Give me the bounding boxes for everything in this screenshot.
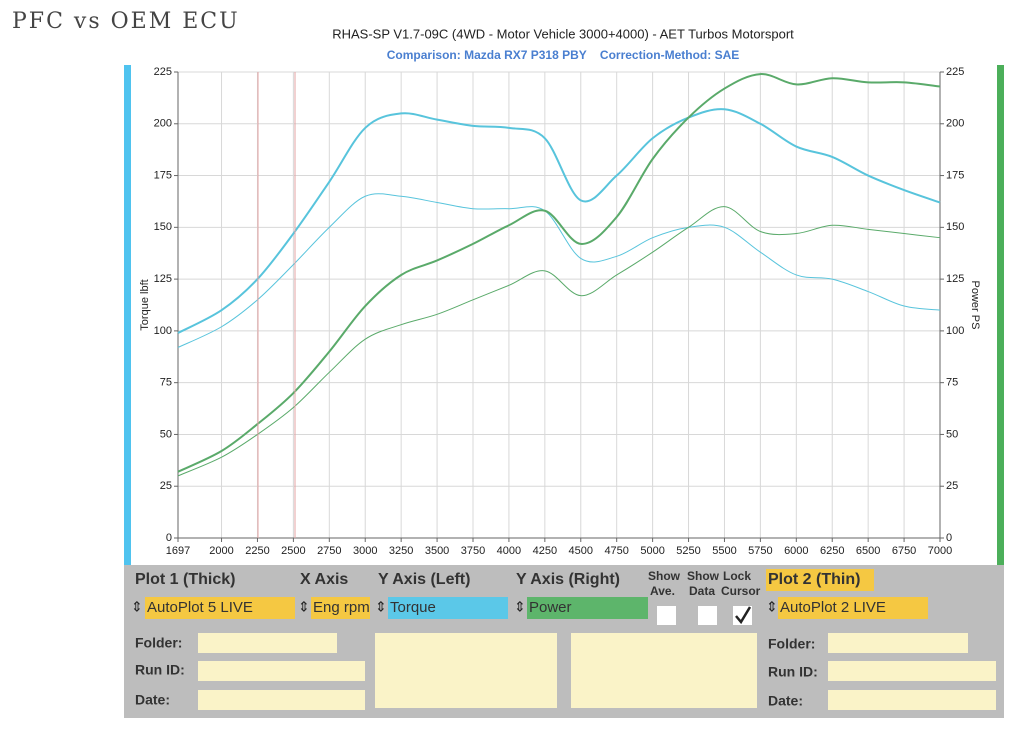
y-left-select-text[interactable]: Torque	[390, 599, 436, 616]
plot2-select-text[interactable]: AutoPlot 2 LIVE	[780, 599, 886, 616]
show-data-label: Data	[689, 584, 715, 598]
x-tick-label: 6500	[856, 545, 880, 557]
y-axis-label: Torque lbft	[139, 279, 151, 330]
x-tick-label: 6250	[820, 545, 844, 557]
x-axis-select[interactable]	[311, 597, 370, 619]
x-tick-label: 3250	[389, 545, 413, 557]
y-left-select[interactable]	[388, 597, 508, 619]
spin-arrows[interactable]: ⇕	[131, 599, 143, 615]
x-tick-label: 6750	[892, 545, 916, 557]
series-line	[177, 206, 941, 477]
y-tick-label: 225	[154, 66, 172, 78]
y2-tick-label: 175	[946, 169, 964, 181]
y-tick-label: 100	[154, 325, 172, 337]
spin-arrows[interactable]: ⇕	[766, 599, 778, 615]
x-tick-label: 4000	[497, 545, 521, 557]
x-tick-label: 4750	[604, 545, 628, 557]
plot2-select[interactable]	[778, 597, 928, 619]
y-tick-label: 150	[154, 221, 172, 233]
x-tick-label: 4500	[569, 545, 593, 557]
y-tick-label: 50	[160, 428, 172, 440]
y-right-select[interactable]	[527, 597, 648, 619]
right-axis-bar	[997, 65, 1004, 565]
y-right-select-text[interactable]: Power	[529, 599, 572, 616]
y-tick-label: 125	[154, 273, 172, 285]
y-tick-label: 175	[154, 169, 172, 181]
checkmark	[735, 606, 752, 625]
x-tick-label: 5750	[748, 545, 772, 557]
x-tick-label: 1697	[166, 545, 190, 557]
date-field[interactable]	[198, 690, 365, 710]
y2-tick-label: 0	[946, 532, 952, 544]
folder-field[interactable]	[198, 633, 337, 653]
y2-tick-label: 100	[946, 325, 964, 337]
spin-arrows[interactable]: ⇕	[298, 599, 310, 615]
y2-tick-label: 75	[946, 377, 958, 389]
x-tick-label: 4250	[533, 545, 557, 557]
x-axis-select-text[interactable]: Eng rpm	[313, 599, 370, 616]
spin-arrows[interactable]: ⇕	[375, 599, 387, 615]
chart-title: RHAS-SP V1.7-09C (4WD - Motor Vehicle 30…	[332, 26, 794, 41]
plot2-heading-bg	[766, 569, 874, 591]
show-ave-label: Ave.	[650, 584, 675, 598]
plot2-heading: Plot 2 (Thin)	[768, 571, 860, 588]
x-tick-label: 2500	[281, 545, 305, 557]
field-label: Folder:	[768, 636, 815, 652]
y-right-heading: Y Axis (Right)	[516, 571, 620, 588]
x-tick-label: 2000	[209, 545, 233, 557]
x-tick-label: 5250	[676, 545, 700, 557]
series-line	[177, 193, 941, 348]
field-label: Date:	[768, 693, 803, 709]
y-tick-label: 75	[160, 377, 172, 389]
y2-tick-label: 125	[946, 273, 964, 285]
y-tick-label: 200	[154, 118, 172, 130]
y2-axis-label: Power PS	[969, 281, 981, 330]
x-tick-label: 3750	[461, 545, 485, 557]
x-tick-label: 2750	[317, 545, 341, 557]
x-tick-label: 6000	[784, 545, 808, 557]
folder-field[interactable]	[828, 633, 968, 653]
series-line	[177, 73, 941, 473]
y2-tick-label: 200	[946, 118, 964, 130]
lock-cursor-label: Lock	[723, 569, 751, 583]
x-tick-label: 3500	[425, 545, 449, 557]
checkbox[interactable]	[657, 606, 676, 625]
y2-tick-label: 150	[946, 221, 964, 233]
x-tick-label: 5500	[712, 545, 736, 557]
field-label: Run ID:	[135, 662, 185, 678]
run-id-field[interactable]	[198, 661, 365, 681]
field-label: Run ID:	[768, 664, 818, 680]
handwritten-note: PFC vs OEM ECU	[12, 9, 240, 34]
y2-tick-label: 225	[946, 66, 964, 78]
chart-subtitle: Comparison: Mazda RX7 P318 PBY Correctio…	[387, 48, 740, 62]
spin-arrows[interactable]: ⇕	[514, 599, 526, 615]
date-field[interactable]	[828, 690, 996, 710]
field-label: Folder:	[135, 635, 182, 651]
y2-tick-label: 25	[946, 480, 958, 492]
plot1-select[interactable]	[145, 597, 295, 619]
run-id-field[interactable]	[828, 661, 996, 681]
y-tick-label: 25	[160, 480, 172, 492]
x-axis-heading: X Axis	[300, 571, 348, 588]
show-data-label: Show	[687, 569, 720, 583]
y2-tick-label: 50	[946, 428, 958, 440]
lock-cursor-label: Cursor	[721, 584, 761, 598]
y-left-heading: Y Axis (Left)	[378, 571, 470, 588]
y-tick-label: 0	[166, 532, 172, 544]
left-axis-bar	[124, 65, 131, 565]
x-tick-label: 7000	[928, 545, 952, 557]
plot1-heading: Plot 1 (Thick)	[135, 571, 235, 588]
x-tick-label: 3000	[353, 545, 377, 557]
plot1-select-text[interactable]: AutoPlot 5 LIVE	[147, 599, 253, 616]
series-line	[177, 108, 941, 334]
field-label: Date:	[135, 692, 170, 708]
show-ave-label: Show	[648, 569, 681, 583]
x-tick-label: 5000	[640, 545, 664, 557]
notes-box[interactable]	[375, 633, 557, 708]
checkbox[interactable]	[698, 606, 717, 625]
x-tick-label: 2250	[245, 545, 269, 557]
notes-box[interactable]	[571, 633, 757, 708]
